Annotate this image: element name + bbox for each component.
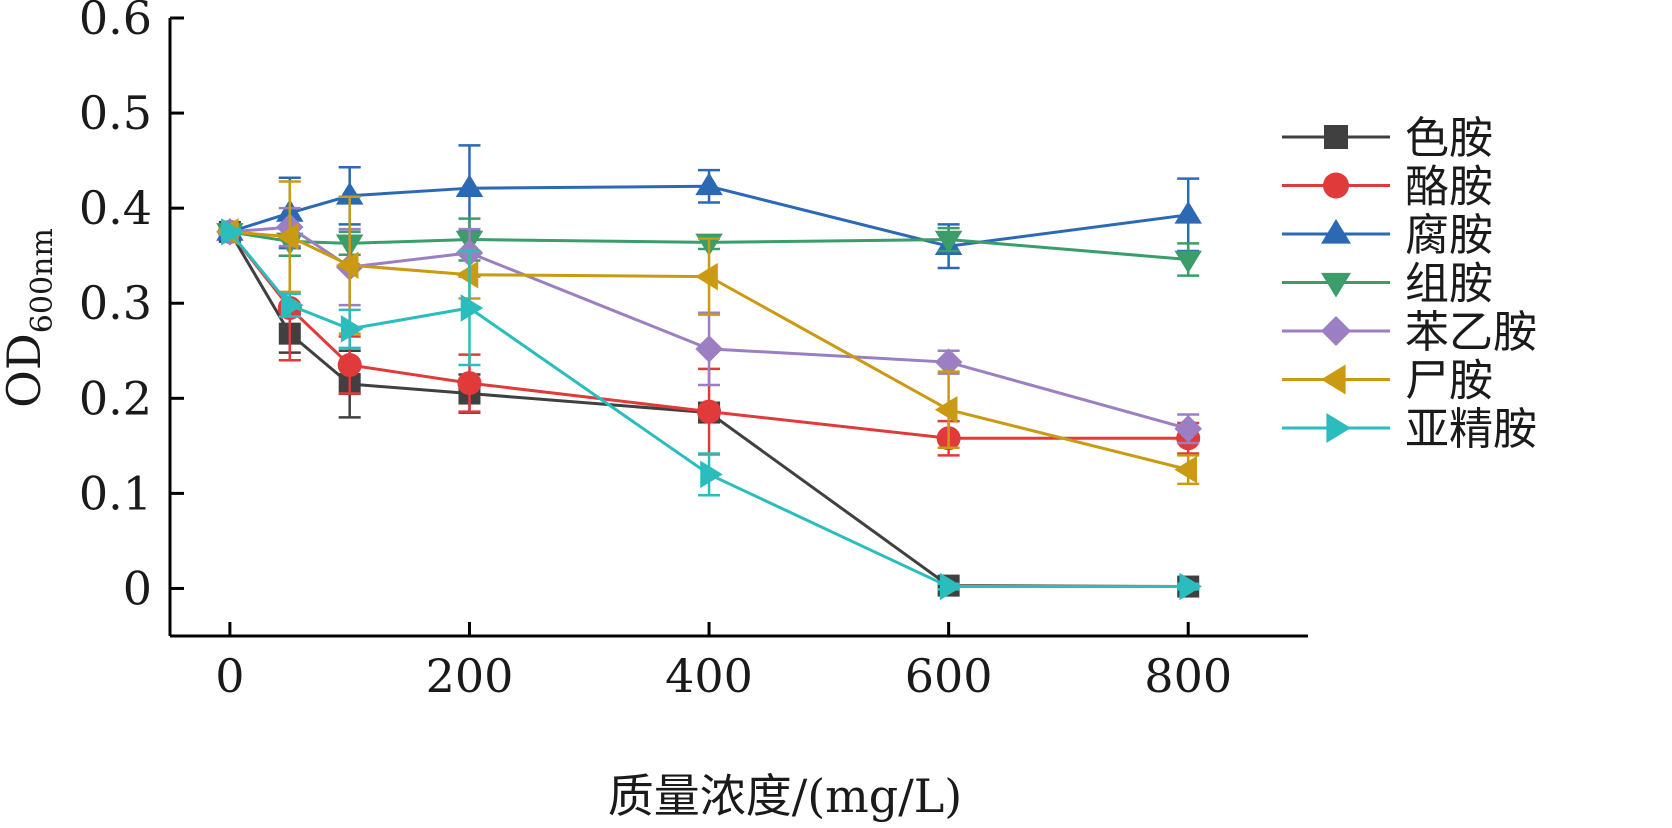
legend-swatch-marker [1326, 413, 1351, 443]
legend-item-2: 酪胺 [1282, 162, 1493, 213]
y-tick-label: 0.3 [79, 276, 152, 330]
legend-item-7: 亚精胺 [1282, 404, 1537, 455]
data-point [1174, 455, 1198, 484]
legend-item-1: 色胺 [1282, 113, 1493, 164]
series-7 [218, 218, 1202, 601]
y-tick-label: 0 [123, 561, 152, 615]
legend-item-5: 苯乙胺 [1282, 307, 1537, 358]
legend-swatch-marker [1321, 219, 1351, 244]
y-axis-title-main: OD [0, 333, 51, 408]
x-axis-title: 质量浓度/(mg/L) [608, 769, 963, 823]
x-tick-label: 200 [426, 649, 514, 703]
y-tick-label: 0.2 [79, 371, 152, 425]
data-point [695, 262, 718, 291]
data-point [1174, 201, 1202, 224]
series-layer [216, 144, 1202, 601]
legend-label: 组胺 [1405, 259, 1493, 310]
y-axis-title: OD600nm [0, 228, 60, 408]
legend-swatch-marker [1321, 272, 1351, 298]
data-point [455, 260, 479, 289]
legend-label: 亚精胺 [1405, 404, 1537, 455]
x-tick-label: 400 [665, 649, 753, 703]
legend-item-3: 腐胺 [1282, 210, 1493, 261]
data-point [340, 315, 364, 343]
legend-label: 苯乙胺 [1405, 307, 1537, 358]
data-point [697, 399, 722, 424]
data-point [1179, 572, 1202, 601]
x-tick-label: 600 [905, 649, 993, 703]
axes-layer: 0 0.1 0.2 0.3 0.4 0.5 0.6 0 200 400 600 800 [79, 0, 1308, 703]
data-point [337, 353, 362, 378]
legend-swatch-marker [1321, 364, 1346, 395]
legend-swatch-marker [1323, 172, 1349, 199]
data-point [280, 291, 304, 319]
legend-item-6: 尸胺 [1282, 356, 1493, 407]
data-point [700, 460, 723, 489]
legend-item-4: 组胺 [1282, 259, 1493, 310]
data-point [1174, 250, 1202, 274]
legend-label: 尸胺 [1405, 356, 1493, 407]
data-point [934, 348, 963, 376]
data-point [934, 395, 958, 424]
data-point [934, 230, 963, 254]
data-point [221, 218, 244, 246]
legend-swatch-marker [1324, 125, 1348, 149]
legend-label: 色胺 [1405, 113, 1493, 164]
y-axis-title-sub: 600nm [25, 228, 60, 333]
data-point [695, 172, 723, 196]
data-point [335, 182, 364, 205]
legend-swatch-marker [1321, 316, 1351, 346]
y-tick-label: 0.4 [79, 181, 152, 235]
data-point [335, 251, 359, 279]
y-tick-label: 0.6 [79, 0, 152, 45]
data-point [460, 294, 484, 322]
x-tick-label: 0 [215, 649, 244, 703]
data-point [457, 371, 482, 396]
data-point [276, 222, 299, 251]
legend-label: 酪胺 [1405, 162, 1493, 213]
y-tick-label: 0.1 [79, 466, 152, 520]
y-tick-label: 0.5 [79, 86, 152, 140]
data-point [1174, 414, 1202, 443]
data-point [455, 174, 484, 197]
data-point [939, 572, 963, 601]
data-point [695, 335, 723, 363]
x-tick-label: 800 [1144, 649, 1232, 703]
legend-label: 腐胺 [1405, 210, 1493, 261]
